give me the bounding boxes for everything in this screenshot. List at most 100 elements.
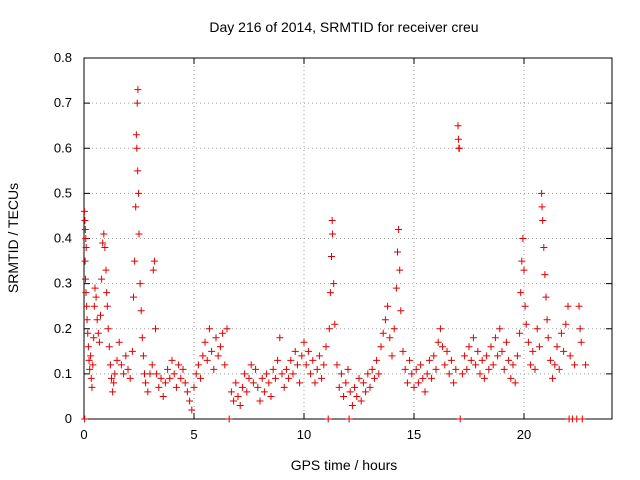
data-point — [81, 225, 89, 233]
data-point — [577, 338, 585, 346]
data-point — [132, 203, 140, 211]
data-point — [230, 397, 238, 405]
data-point — [214, 352, 222, 360]
data-point — [87, 374, 95, 382]
data-point — [234, 392, 242, 400]
data-point — [458, 370, 466, 378]
data-point — [254, 383, 262, 391]
y-tick-label: 0.3 — [54, 276, 72, 291]
y-tick-label: 0.6 — [54, 140, 72, 155]
data-point — [368, 365, 376, 373]
data-point — [85, 356, 93, 364]
data-point — [168, 356, 176, 364]
data-point — [90, 302, 98, 310]
y-tick-label: 0 — [65, 411, 72, 426]
data-point — [164, 365, 172, 373]
data-point — [386, 334, 394, 342]
data-point — [566, 352, 574, 360]
x-tick-label: 5 — [190, 427, 197, 442]
data-point — [328, 253, 335, 261]
data-point — [313, 365, 321, 373]
data-point — [232, 379, 240, 387]
data-point — [128, 347, 136, 355]
data-point — [419, 374, 427, 382]
data-point — [148, 361, 156, 369]
data-point — [489, 361, 497, 369]
data-point — [540, 244, 548, 252]
data-point — [344, 365, 352, 373]
data-point — [491, 334, 499, 342]
data-point — [80, 207, 88, 215]
data-point — [91, 284, 99, 292]
data-point — [348, 401, 356, 409]
data-point — [578, 415, 586, 423]
data-point — [172, 383, 180, 391]
data-point — [364, 370, 372, 378]
data-point — [247, 361, 255, 369]
data-point — [136, 280, 144, 288]
x-tick-label: 20 — [517, 427, 531, 442]
data-point — [516, 329, 524, 337]
data-point — [487, 343, 495, 351]
data-point — [392, 284, 400, 292]
data-point — [88, 383, 96, 391]
data-point — [117, 361, 125, 369]
data-point — [373, 356, 381, 364]
data-point — [544, 334, 552, 342]
data-point — [355, 374, 363, 382]
data-point — [81, 216, 89, 224]
data-point — [394, 248, 401, 256]
data-point — [106, 361, 114, 369]
x-tick-label: 0 — [80, 427, 87, 442]
data-point — [521, 302, 529, 310]
data-point — [531, 365, 539, 373]
data-point — [557, 329, 565, 337]
data-point — [190, 383, 198, 391]
data-point — [553, 343, 561, 351]
data-point — [535, 343, 543, 351]
data-point — [84, 329, 92, 337]
data-point — [325, 325, 333, 333]
data-point — [546, 356, 554, 364]
data-point — [328, 216, 336, 224]
data-point — [541, 271, 549, 279]
data-point — [406, 356, 414, 364]
data-point — [542, 293, 550, 301]
data-point — [221, 361, 229, 369]
data-point — [455, 144, 463, 152]
data-point — [549, 374, 557, 382]
data-point — [225, 415, 233, 423]
data-point — [265, 379, 273, 387]
data-point — [469, 334, 477, 342]
data-point — [135, 230, 143, 238]
data-point — [370, 374, 378, 382]
data-point — [170, 370, 178, 378]
data-point — [315, 352, 323, 360]
data-point — [441, 361, 449, 369]
data-point — [192, 370, 200, 378]
data-point — [519, 235, 527, 242]
data-point — [179, 365, 187, 373]
data-point — [513, 352, 521, 360]
data-point — [476, 370, 484, 378]
data-point — [135, 189, 143, 197]
data-point — [445, 370, 453, 378]
grid-lines — [84, 58, 612, 419]
data-point — [307, 370, 315, 378]
data-point — [399, 347, 407, 355]
x-tick-label: 10 — [297, 427, 311, 442]
data-point — [134, 167, 142, 175]
data-point — [388, 352, 396, 360]
data-point — [443, 347, 451, 355]
data-point — [177, 374, 185, 382]
data-point — [289, 370, 297, 378]
data-point — [245, 374, 253, 382]
data-point — [285, 374, 293, 382]
data-point — [527, 361, 535, 369]
data-point — [329, 230, 337, 238]
data-point — [309, 356, 317, 364]
data-point — [146, 370, 154, 378]
data-point — [274, 356, 282, 364]
data-point — [408, 370, 416, 378]
data-point — [199, 352, 207, 360]
